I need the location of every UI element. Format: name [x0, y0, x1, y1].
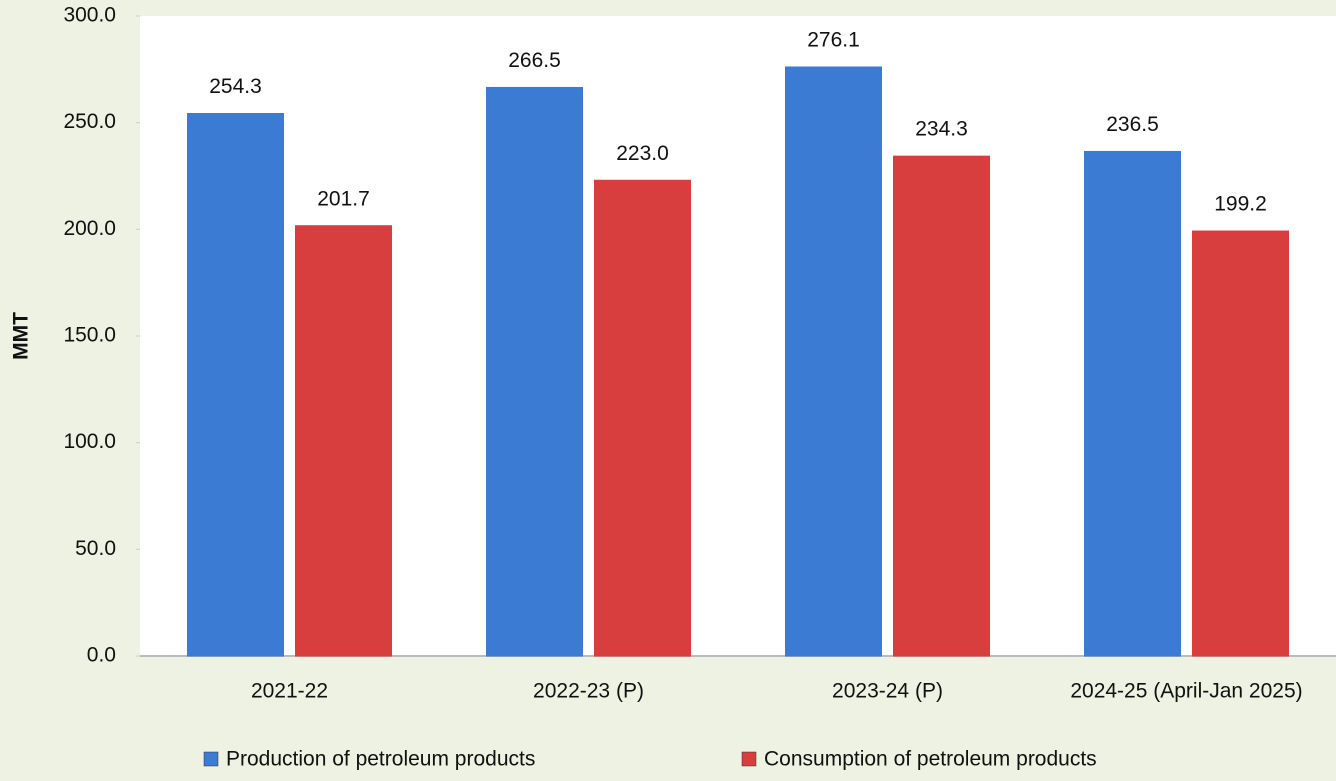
y-tick-label: 100.0 [63, 430, 116, 453]
x-tick-label: 2023-24 (P) [832, 680, 943, 703]
bar [486, 86, 583, 657]
y-tick-label: 200.0 [63, 217, 116, 240]
value-label: 201.7 [317, 187, 370, 210]
y-tick-label: 250.0 [63, 110, 116, 133]
bar [785, 66, 882, 657]
y-tick-label: 50.0 [75, 537, 116, 560]
bar [893, 155, 990, 657]
bar [594, 179, 691, 657]
x-tick-label: 2022-23 (P) [533, 680, 644, 703]
value-label: 266.5 [508, 49, 561, 72]
legend-swatch [203, 751, 219, 767]
legend-label: Consumption of petroleum products [764, 748, 1097, 771]
value-label: 236.5 [1106, 113, 1159, 136]
bar [1084, 150, 1181, 657]
legend-swatch [741, 751, 757, 767]
value-label: 234.3 [915, 118, 968, 141]
y-tick-label: 150.0 [63, 324, 116, 347]
bar [295, 225, 392, 657]
bar [187, 112, 284, 657]
y-tick-label: 0.0 [87, 644, 116, 667]
x-tick-label: 2024-25 (April-Jan 2025) [1070, 680, 1302, 703]
value-label: 276.1 [807, 29, 860, 52]
y-tick-label: 300.0 [63, 4, 116, 27]
value-label: 199.2 [1214, 193, 1267, 216]
value-label: 254.3 [209, 75, 262, 98]
bar [1192, 230, 1289, 657]
value-label: 223.0 [616, 142, 669, 165]
y-axis-label: MMT [10, 312, 33, 360]
legend-label: Production of petroleum products [226, 748, 535, 771]
x-tick-label: 2021-22 [251, 680, 328, 703]
